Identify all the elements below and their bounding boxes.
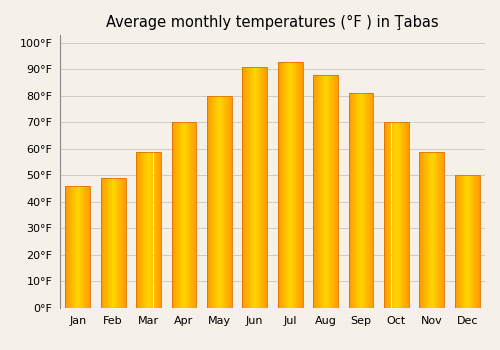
Bar	[420, 152, 444, 308]
Bar	[66, 186, 90, 308]
Bar	[313, 75, 338, 308]
Bar	[278, 62, 302, 308]
Bar	[100, 178, 126, 308]
Title: Average monthly temperatures (°F ) in Ţabas: Average monthly temperatures (°F ) in Ţa…	[106, 15, 439, 30]
Bar	[172, 122, 196, 308]
Bar	[207, 96, 232, 308]
Bar	[348, 93, 374, 308]
Bar	[455, 175, 479, 308]
Bar	[384, 122, 409, 308]
Bar	[242, 67, 267, 308]
Bar	[136, 152, 161, 308]
